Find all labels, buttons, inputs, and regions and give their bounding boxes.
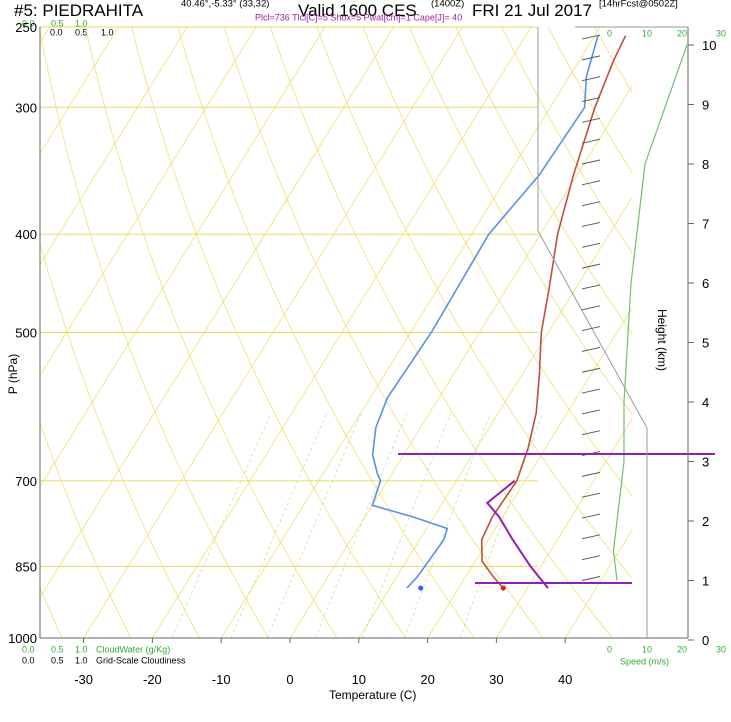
isotherm-line: [634, 27, 731, 638]
bottom-black-2: 1.0: [75, 655, 88, 665]
temperature-line: [482, 36, 626, 588]
temperature-tick-label: -20: [143, 672, 162, 687]
temperature-tick-label: 0: [286, 672, 293, 687]
parcel-line: [487, 481, 548, 588]
height-tick-label: 0: [702, 633, 709, 648]
surface-temperature-marker: [501, 586, 506, 591]
pressure-tick-label: 500: [15, 326, 37, 341]
wind-barb: [582, 347, 600, 351]
height-tick-label: 6: [702, 276, 709, 291]
wind-barb: [582, 556, 600, 560]
wind-barb: [582, 181, 600, 185]
chart-valid-code: (1400Z): [431, 0, 464, 9]
height-tick-label: 7: [702, 217, 709, 232]
speed-top-30: 30: [716, 28, 726, 38]
wind-barb: [582, 243, 600, 247]
height-tick-label: 4: [702, 395, 709, 410]
pressure-tick-label: 700: [15, 474, 37, 489]
profiles: [372, 36, 625, 591]
wind-barb: [582, 535, 600, 539]
pressure-tick-label: 850: [15, 559, 37, 574]
chart-forecast: [14hrFcst@0502Z]: [599, 0, 678, 9]
wind-barb: [582, 285, 600, 289]
dry-adiabat: [641, 27, 731, 638]
p-axis-label: P (hPa): [6, 354, 20, 394]
chart-title: #5: PIEDRAHITA: [14, 1, 144, 20]
speed-bottom-0: 0: [607, 644, 612, 654]
isotherm-line: [565, 27, 731, 638]
h-axis-label: Height (km): [655, 309, 669, 371]
height-tick-label: 2: [702, 514, 709, 529]
height-tick-label: 3: [702, 455, 709, 470]
mixing-ratio-line: [405, 413, 491, 638]
bottom-green-0: 0.0: [22, 644, 35, 654]
temperature-tick-label: 20: [420, 672, 434, 687]
wind-barb: [582, 389, 600, 393]
wind-barb: [582, 222, 600, 226]
t-axis-label: Temperature (C): [329, 688, 416, 702]
pressure-tick-label: 400: [15, 227, 37, 242]
height-tick-label: 1: [702, 574, 709, 589]
chart-indices: Plcl=736 Tlcl[C]=5 Shox=5 Pwat[cm]=1 Cap…: [255, 12, 462, 22]
isobars: [40, 27, 538, 638]
parcel-extras: [398, 454, 715, 583]
speed-bottom-20: 20: [677, 644, 687, 654]
bottom-black-1: 0.5: [51, 655, 64, 665]
speed-top-0: 0: [607, 28, 612, 38]
cloudiness-label: Grid-Scale Cloudiness: [96, 655, 186, 665]
speed-bottom-30: 30: [716, 644, 726, 654]
top-scale-black: 0.0 0.5 1.0: [50, 27, 114, 37]
dewpoint-line: [372, 36, 598, 588]
wind-barb: [582, 202, 600, 206]
bottom-scale-black: 0.0 0.5 1.0 Grid-Scale Cloudiness: [22, 655, 186, 665]
surface-dewpoint-marker: [418, 586, 423, 591]
chart-date: FRI 21 Jul 2017: [472, 1, 592, 20]
pressure-tick-label: 250: [15, 20, 37, 35]
cloudwater-label: CloudWater (g/Kg): [96, 644, 170, 654]
wind-panel-border: [538, 27, 647, 638]
temperature-tick-label: 40: [558, 672, 572, 687]
speed-bottom-10: 10: [642, 644, 652, 654]
wind-barb: [582, 514, 600, 518]
bottom-green-2: 1.0: [75, 644, 88, 654]
temperature-tick-label: -30: [74, 672, 93, 687]
height-tick-label: 5: [702, 336, 709, 351]
speed-axis-label: Speed (m/s): [620, 656, 669, 666]
wind-barb: [582, 410, 600, 414]
mixing-ratio-line: [460, 413, 543, 638]
speed-top-10: 10: [642, 28, 652, 38]
temperature-tick-label: 30: [489, 672, 503, 687]
mixing-ratio-line: [172, 413, 271, 638]
mixing-ratio-line: [231, 413, 327, 638]
speed-top-20: 20: [677, 28, 687, 38]
bottom-scale-green: 0.0 0.5 1.0 CloudWater (g/Kg): [22, 644, 170, 654]
top-black-0: 0.0: [50, 27, 63, 37]
top-black-2: 1.0: [101, 27, 114, 37]
height-tick-label: 8: [702, 157, 709, 172]
mixing-ratio-line: [316, 413, 407, 638]
chart-coords: 40.46°,-5.33° (33,32): [181, 0, 269, 9]
wind-barb: [582, 77, 600, 81]
mixing-ratio-line: [267, 413, 361, 638]
temperature-tick-label: -10: [212, 672, 231, 687]
temperature-tick-label: 10: [352, 672, 366, 687]
dry-adiabat: [548, 27, 731, 638]
wind-panel: [582, 15, 701, 580]
pressure-tick-label: 300: [15, 100, 37, 115]
isotherm-line: [703, 27, 731, 638]
dry-adiabat: [687, 27, 731, 638]
height-tick-label: 9: [702, 98, 709, 113]
wind-barb: [582, 577, 600, 581]
bottom-black-0: 0.0: [22, 655, 35, 665]
wind-barb: [582, 306, 600, 310]
wind-barb: [582, 264, 600, 268]
height-tick-label: 10: [702, 38, 716, 53]
wind-barb: [582, 368, 600, 372]
bottom-green-1: 0.5: [51, 644, 64, 654]
